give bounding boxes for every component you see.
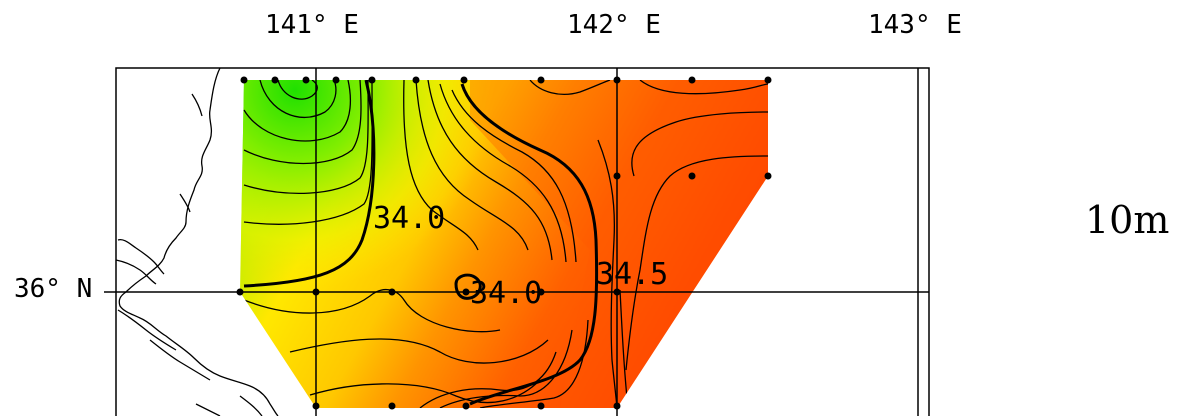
- latitude-label-36n: 36° N: [14, 274, 93, 304]
- station-points: [236, 76, 772, 410]
- contour-lines: [243, 80, 768, 408]
- coastline: [115, 67, 279, 416]
- contour-34-0-center: [460, 83, 599, 406]
- contour-labels-group: 34.0 34.0 34.5: [373, 201, 668, 311]
- longitude-label-141e: 141° E: [265, 10, 359, 40]
- longitude-label-143e: 143° E: [868, 10, 962, 40]
- contour-label-34-0-a: 34.0: [373, 201, 445, 236]
- contour-label-34-0-b: 34.0: [470, 276, 542, 311]
- longitude-label-142e: 142° E: [567, 10, 661, 40]
- map-frame: [115, 67, 930, 416]
- contour-34-0-west: [243, 80, 376, 288]
- graticule: [116, 68, 929, 416]
- contour-label-34-5: 34.5: [596, 257, 668, 292]
- major-contours: [243, 80, 599, 406]
- depth-label: 10m: [1085, 198, 1170, 242]
- salinity-field: [240, 80, 768, 408]
- contour-34-0-eddy: [454, 273, 482, 300]
